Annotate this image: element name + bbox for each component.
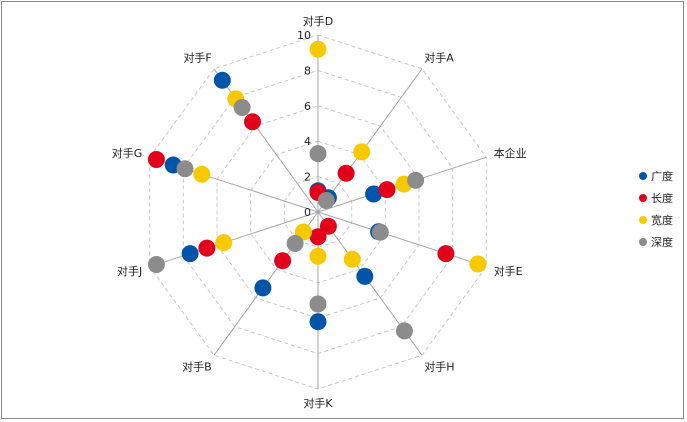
gridline-2 [283,176,353,248]
data-point [213,71,231,89]
data-point [356,267,374,285]
data-point [371,223,389,241]
data-point [469,255,487,273]
tick-label: 4 [304,135,311,148]
data-point [244,113,261,131]
tick-label: 10 [297,29,311,42]
legend-label: 深度 [651,235,673,249]
legend-label: 广度 [651,169,673,183]
data-point [286,235,304,252]
category-label: 对手D [303,14,333,28]
data-point [309,145,327,163]
axis-spoke-8 [149,211,319,268]
data-point [198,239,216,257]
series-1 [164,71,388,331]
tick-label: 6 [304,100,311,113]
data-point [193,165,211,183]
data-point [309,247,327,265]
data-markers [147,40,487,340]
legend-label: 宽度 [651,213,673,227]
data-point [274,252,292,270]
category-label: 对手E [494,264,523,278]
data-point [309,228,327,246]
legend-marker [639,172,647,180]
legend-marker [639,216,647,224]
data-point [317,192,335,209]
legend-item: 广度 [639,169,673,183]
category-label: 对手F [183,51,211,65]
series-2 [147,113,455,270]
gridline-6 [216,105,420,319]
data-point [437,245,455,263]
legend-marker [639,194,647,202]
axis-spoke-2 [317,68,423,213]
data-point [365,185,383,203]
data-point [319,217,337,235]
category-label: 对手K [303,396,333,410]
data-point [254,279,272,297]
data-point [343,250,361,268]
data-point [147,151,165,168]
category-label: 本企业 [494,146,527,160]
category-label: 对手H [424,360,454,374]
tick-label: 2 [304,171,311,184]
tick-label: 0 [304,206,311,219]
data-point [407,171,425,189]
axis-spoke-4 [317,211,487,268]
legend-label: 长度 [651,191,673,205]
legend-marker [639,238,647,246]
data-point [395,322,413,340]
series-4 [147,99,425,340]
series-3 [193,40,487,273]
data-point [378,181,396,199]
legend-item: 宽度 [639,213,673,227]
category-label: 对手B [182,360,212,374]
category-label: 对手J [117,264,142,278]
data-point [337,164,355,182]
data-point [147,256,165,273]
category-label: 对手A [424,51,454,65]
data-point [181,245,199,263]
category-label: 对手G [112,146,143,160]
data-point [233,99,251,116]
data-point [309,40,327,58]
data-point [353,143,371,161]
tick-label: 8 [304,64,311,77]
data-point [309,295,327,313]
data-point [176,160,194,178]
data-point [309,313,327,331]
data-point [215,234,233,252]
legend-item: 长度 [639,191,673,205]
legend-item: 深度 [639,235,673,249]
radial-tick-labels: 0 2 4 6 8 10 [297,29,311,219]
axis-spoke-10 [213,68,319,213]
